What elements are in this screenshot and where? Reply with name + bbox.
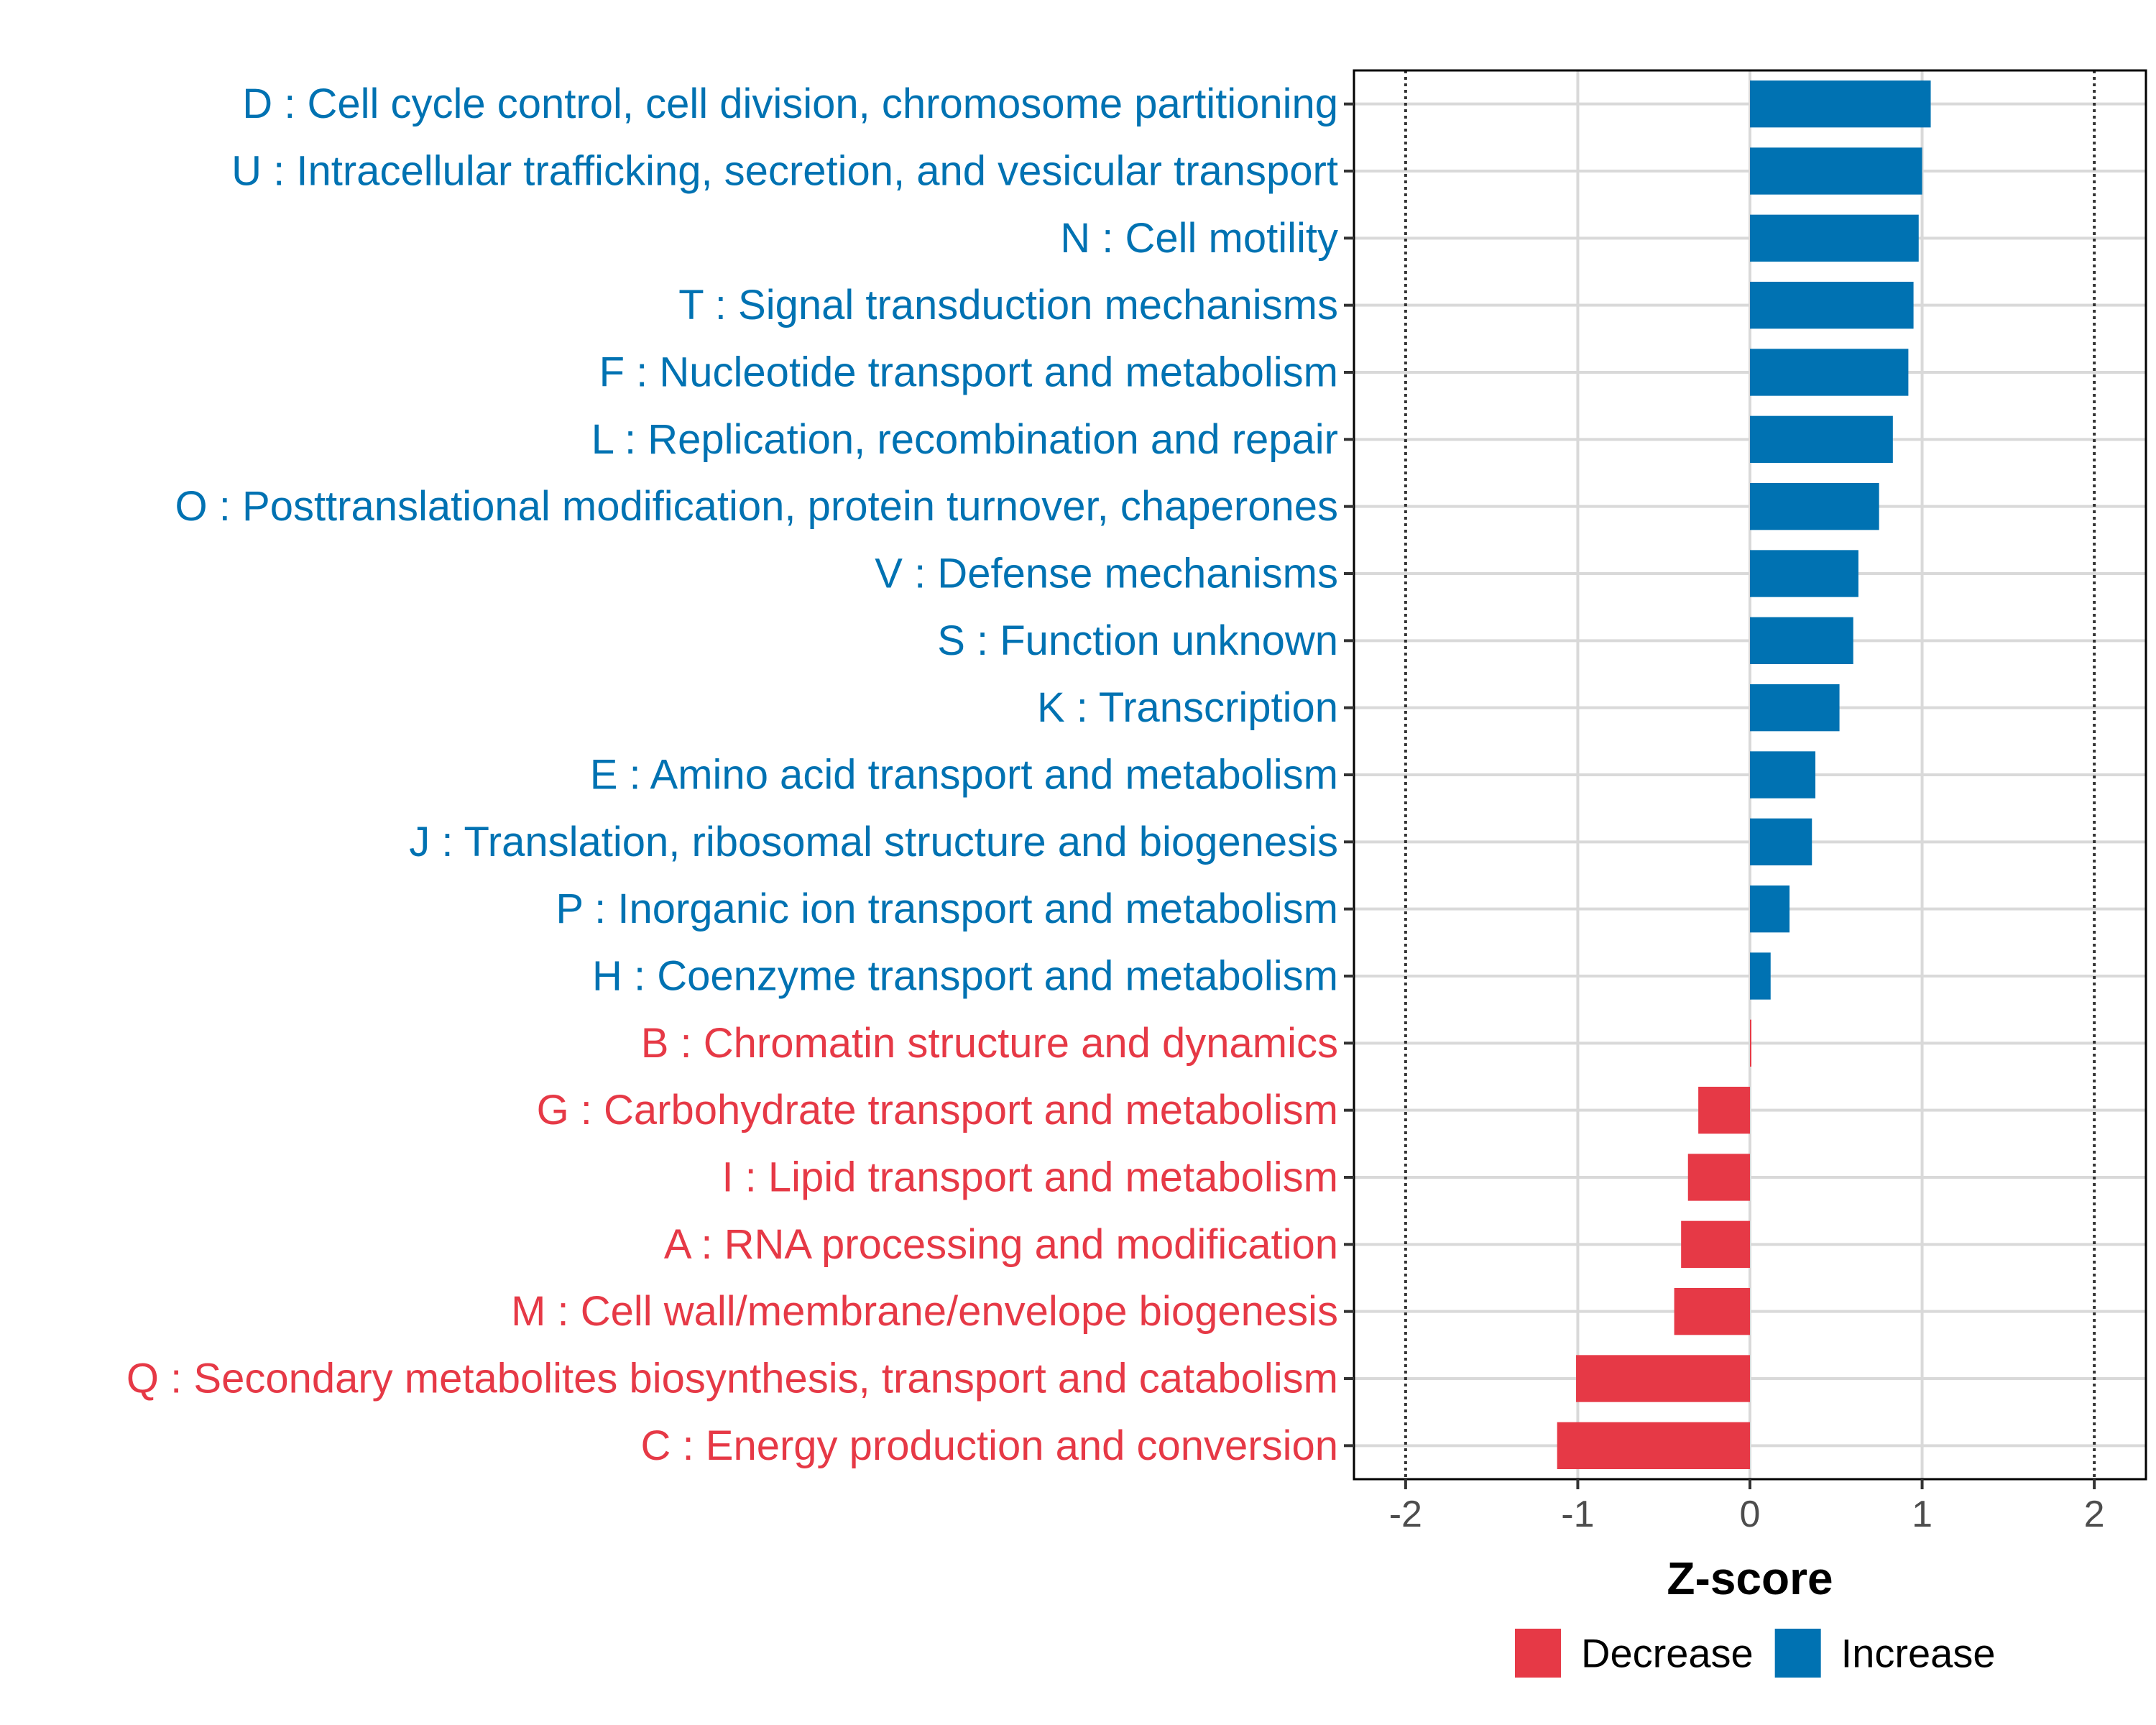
bar xyxy=(1687,1154,1750,1201)
bar xyxy=(1698,1087,1750,1134)
bar xyxy=(1750,684,1840,732)
category-label: F : Nucleotide transport and metabolism xyxy=(599,349,1338,396)
category-labels: D : Cell cycle control, cell division, c… xyxy=(126,80,1338,1469)
x-axis-title: Z-score xyxy=(1667,1552,1833,1604)
bars xyxy=(1557,80,1931,1469)
bar xyxy=(1750,886,1790,933)
category-label: V : Defense mechanisms xyxy=(875,551,1338,597)
bar xyxy=(1750,483,1879,530)
category-label: I : Lipid transport and metabolism xyxy=(722,1154,1338,1201)
category-label: U : Intracellular trafficking, secretion… xyxy=(231,148,1338,195)
bar xyxy=(1750,818,1812,865)
category-label: M : Cell wall/membrane/envelope biogenes… xyxy=(511,1288,1338,1335)
bar xyxy=(1674,1288,1750,1335)
x-axis-ticks: -2 -1 0 1 2 xyxy=(1389,1479,2105,1535)
category-label: K : Transcription xyxy=(1037,684,1338,731)
bar xyxy=(1750,80,1931,128)
legend-label-increase: Increase xyxy=(1841,1631,1996,1676)
category-label: S : Function unknown xyxy=(937,617,1338,664)
category-label: H : Coenzyme transport and metabolism xyxy=(592,953,1338,1000)
category-label: J : Translation, ribosomal structure and… xyxy=(409,819,1338,865)
bar xyxy=(1576,1355,1750,1402)
bar xyxy=(1750,1019,1751,1067)
category-label: C : Energy production and conversion xyxy=(641,1422,1338,1469)
category-label: A : RNA processing and modification xyxy=(664,1221,1338,1268)
bar xyxy=(1750,214,1919,262)
category-label: P : Inorganic ion transport and metaboli… xyxy=(556,886,1338,932)
x-tick-label: -1 xyxy=(1561,1494,1594,1535)
bar xyxy=(1750,952,1771,1000)
category-label: O : Posttranslational modification, prot… xyxy=(175,483,1338,530)
x-tick-label: -2 xyxy=(1389,1494,1422,1535)
x-tick-label: 0 xyxy=(1740,1494,1761,1535)
bar xyxy=(1750,751,1816,799)
bar xyxy=(1750,349,1909,396)
category-label: T : Signal transduction mechanisms xyxy=(678,282,1338,328)
reference-lines xyxy=(1404,70,2096,1479)
bar xyxy=(1750,147,1922,195)
bar xyxy=(1750,415,1893,463)
x-tick-label: 1 xyxy=(1912,1494,1932,1535)
bar xyxy=(1750,617,1853,664)
y-axis-ticks xyxy=(1344,102,1354,1448)
category-label: B : Chromatin structure and dynamics xyxy=(641,1020,1338,1067)
legend: Decrease Increase xyxy=(1515,1629,1995,1678)
category-label: L : Replication, recombination and repai… xyxy=(591,416,1338,463)
x-tick-label: 2 xyxy=(2084,1494,2105,1535)
category-label: G : Carbohydrate transport and metabolis… xyxy=(537,1087,1338,1133)
category-label: Q : Secondary metabolites biosynthesis, … xyxy=(126,1356,1338,1402)
bar xyxy=(1557,1422,1750,1469)
category-label: E : Amino acid transport and metabolism xyxy=(590,752,1338,799)
category-label: N : Cell motility xyxy=(1060,215,1338,262)
legend-label-decrease: Decrease xyxy=(1581,1631,1754,1676)
bar xyxy=(1750,282,1914,329)
category-label: D : Cell cycle control, cell division, c… xyxy=(242,80,1338,127)
legend-swatch-decrease xyxy=(1515,1629,1561,1678)
bar xyxy=(1681,1220,1750,1268)
legend-swatch-increase xyxy=(1774,1629,1821,1678)
bar xyxy=(1750,550,1858,597)
